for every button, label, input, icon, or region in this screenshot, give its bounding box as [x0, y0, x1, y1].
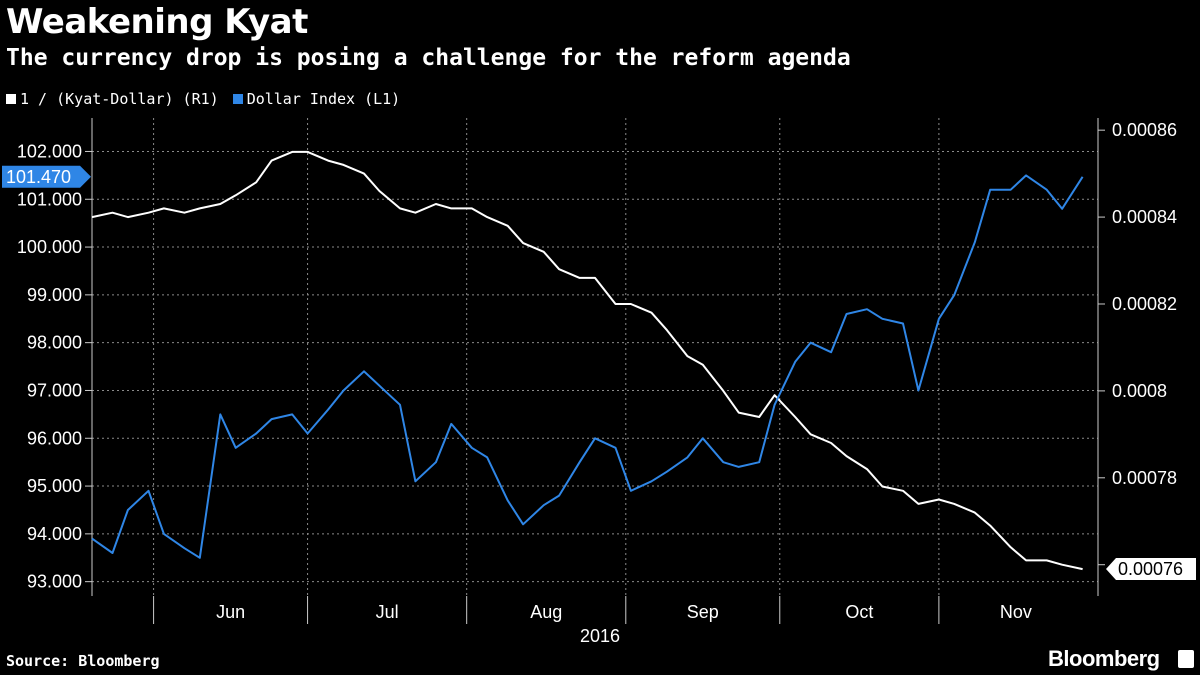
legend-item-kyat: 1 / (Kyat-Dollar) (R1)	[6, 90, 219, 108]
left-y-tick-label: 102.000	[17, 141, 82, 161]
left-y-tick-label: 98.000	[27, 333, 82, 353]
legend: 1 / (Kyat-Dollar) (R1) Dollar Index (L1)	[6, 90, 400, 108]
legend-item-dollar-index: Dollar Index (L1)	[232, 90, 401, 108]
left-y-tick-label: 95.000	[27, 476, 82, 496]
left-y-tick-label: 97.000	[27, 380, 82, 400]
right-y-tick-label: 0.0008	[1112, 381, 1167, 401]
left-y-tick-label: 100.000	[17, 237, 82, 257]
chart-title: Weakening Kyat	[6, 2, 308, 42]
left-last-value-label: 101.470	[6, 167, 71, 187]
legend-label-kyat: 1 / (Kyat-Dollar) (R1)	[20, 90, 219, 108]
left-y-tick-label: 93.000	[27, 572, 82, 592]
x-tick-label: Oct	[845, 602, 873, 622]
left-y-tick-label: 94.000	[27, 524, 82, 544]
right-last-value-tag	[1106, 558, 1196, 581]
left-last-value-tag	[2, 165, 91, 188]
brand-logo: Bloomberg	[1048, 646, 1160, 671]
right-y-tick-label: 0.00086	[1112, 120, 1177, 140]
left-y-tick-label: 96.000	[27, 428, 82, 448]
right-y-tick-label: 0.00084	[1112, 207, 1177, 227]
x-tick-label: Nov	[1000, 602, 1032, 622]
kyat-dollar-line	[91, 150, 1083, 571]
legend-label-dollar-index: Dollar Index (L1)	[246, 90, 401, 108]
source-note: Source: Bloomberg	[6, 652, 160, 670]
legend-swatch-kyat	[6, 94, 16, 104]
x-tick-label: Jul	[376, 602, 399, 622]
x-tick-label: Jun	[216, 602, 245, 622]
bloomberg-terminal-icon	[1178, 650, 1194, 668]
right-last-value-label: 0.00076	[1118, 559, 1183, 579]
right-y-tick-label: 0.00078	[1112, 468, 1177, 488]
left-y-tick-label: 99.000	[27, 285, 82, 305]
x-axis-year-label: 2016	[580, 626, 620, 646]
x-tick-label: Sep	[687, 602, 719, 622]
legend-swatch-dollar-index	[232, 94, 243, 104]
right-y-tick-label: 0.00082	[1112, 294, 1177, 314]
left-y-tick-label: 101.000	[17, 189, 82, 209]
chart-subtitle: The currency drop is posing a challenge …	[6, 45, 851, 71]
x-tick-label: Aug	[530, 602, 562, 622]
dollar-index-line	[91, 174, 1084, 559]
